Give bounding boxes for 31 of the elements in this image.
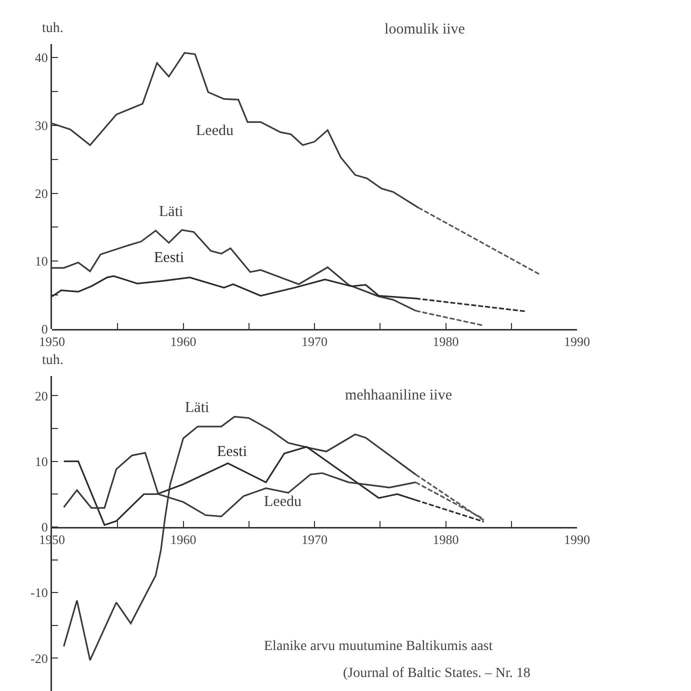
x-tick-label: 1970 <box>302 532 328 548</box>
y-tick-label: 20 <box>34 388 48 404</box>
text: mehhaaniline iive <box>344 388 452 404</box>
x-tick-label: 1980 <box>432 334 459 350</box>
x-tick-label: 1950 <box>39 334 65 350</box>
x-tick-label: 1990 <box>564 532 590 548</box>
y-tick-label: 10 <box>34 254 48 269</box>
annotation: Elanike arvu muutumine Baltikumis aast <box>264 639 493 654</box>
x-tick-label: 1960 <box>170 532 196 548</box>
series-label: Läti <box>159 204 184 220</box>
x-tick-label: 1960 <box>170 334 196 350</box>
series-label: Leedu <box>264 494 302 510</box>
series-label: Läti <box>185 400 210 416</box>
y-tick-label: -10 <box>30 585 48 600</box>
y-tick-label: 0 <box>41 322 48 337</box>
annotation: (Journal of Baltic States. – Nr. 18 <box>343 666 530 681</box>
y-axis-title: tuh. <box>42 353 64 368</box>
y-tick-label: 0 <box>41 519 48 534</box>
series-label: Leedu <box>196 123 234 139</box>
chart-title: loomulik iive <box>384 21 466 38</box>
x-tick-label: 1990 <box>564 334 590 350</box>
series-label: Eesti <box>154 250 184 266</box>
y-tick-label: -20 <box>30 650 48 666</box>
y-tick-label: 10 <box>34 454 48 469</box>
y-tick-label: 40 <box>34 50 48 66</box>
series-label: Eesti <box>217 444 247 460</box>
x-tick-label: 1970 <box>302 334 328 350</box>
y-tick-label: 20 <box>34 186 48 201</box>
y-tick-label: 30 <box>34 118 48 133</box>
x-tick-label: 1980 <box>432 532 459 548</box>
y-axis-title: tuh. <box>42 21 64 36</box>
